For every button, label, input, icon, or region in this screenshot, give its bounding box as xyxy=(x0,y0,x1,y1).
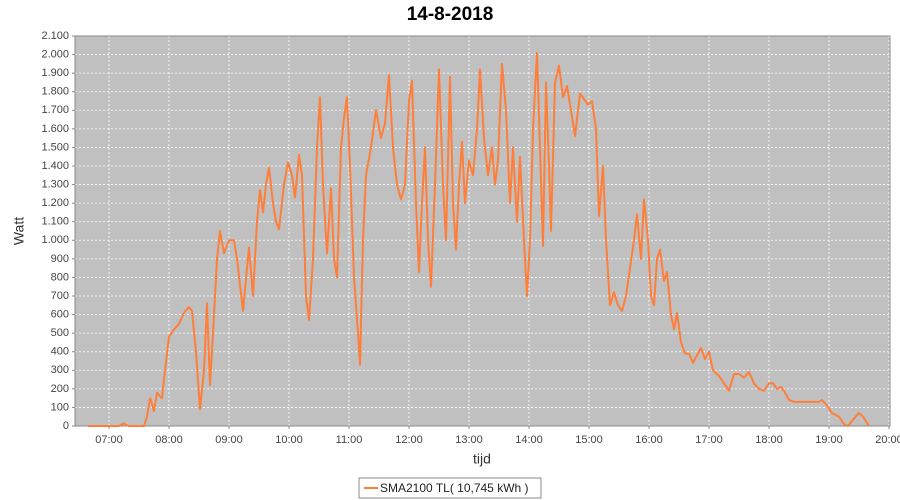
legend-box xyxy=(358,477,542,499)
x-tick-label: 07:00 xyxy=(95,434,123,446)
x-tick-label: 18:00 xyxy=(755,434,783,446)
y-tick-label: 2.100 xyxy=(41,30,69,42)
y-tick-label: 300 xyxy=(51,364,69,376)
x-tick-label: 19:00 xyxy=(815,434,843,446)
y-tick-label: 1.600 xyxy=(41,123,69,135)
y-tick-label: 2.000 xyxy=(41,48,69,60)
x-tick-label: 09:00 xyxy=(215,434,243,446)
x-tick-label: 13:00 xyxy=(455,434,483,446)
y-tick-label: 1.500 xyxy=(41,141,69,153)
line-series xyxy=(88,51,870,427)
y-tick-label: 200 xyxy=(51,383,69,395)
x-tick-label: 16:00 xyxy=(635,434,663,446)
y-tick-label: 0 xyxy=(63,420,69,432)
y-tick-label: 400 xyxy=(51,346,69,358)
x-tick-label: 11:00 xyxy=(336,434,363,446)
y-axis-label: Watt xyxy=(11,217,27,245)
y-tick-label: 700 xyxy=(51,290,69,302)
x-tick-label: 08:00 xyxy=(155,434,183,446)
y-tick-label: 1.000 xyxy=(41,234,69,246)
x-tick-label: 15:00 xyxy=(575,434,603,446)
x-tick-label: 17:00 xyxy=(695,434,723,446)
y-tick-label: 1.100 xyxy=(41,216,69,228)
chart-title: 14-8-2018 xyxy=(407,4,494,25)
x-axis-label: tijd xyxy=(473,451,491,467)
legend-label: SMA2100 TL( 10,745 kWh ) xyxy=(380,481,529,495)
x-tick-label: 20:00 xyxy=(875,434,900,446)
plot-border xyxy=(74,35,891,427)
y-tick-label: 600 xyxy=(51,308,69,320)
x-tick-label: 12:00 xyxy=(395,434,423,446)
y-tick-label: 1.800 xyxy=(41,86,69,98)
x-tick-label: 14:00 xyxy=(515,434,543,446)
y-tick-label: 1.900 xyxy=(41,67,69,79)
y-tick-label: 800 xyxy=(51,271,69,283)
y-tick-label: 500 xyxy=(51,327,69,339)
y-tick-label: 100 xyxy=(51,401,69,413)
y-tick-label: 900 xyxy=(51,253,69,265)
x-tick-label: 10:00 xyxy=(275,434,303,446)
y-tick-label: 1.700 xyxy=(41,104,69,116)
y-tick-label: 1.300 xyxy=(41,178,69,190)
y-tick-label: 1.400 xyxy=(41,160,69,172)
y-tick-label: 1.200 xyxy=(41,197,69,209)
